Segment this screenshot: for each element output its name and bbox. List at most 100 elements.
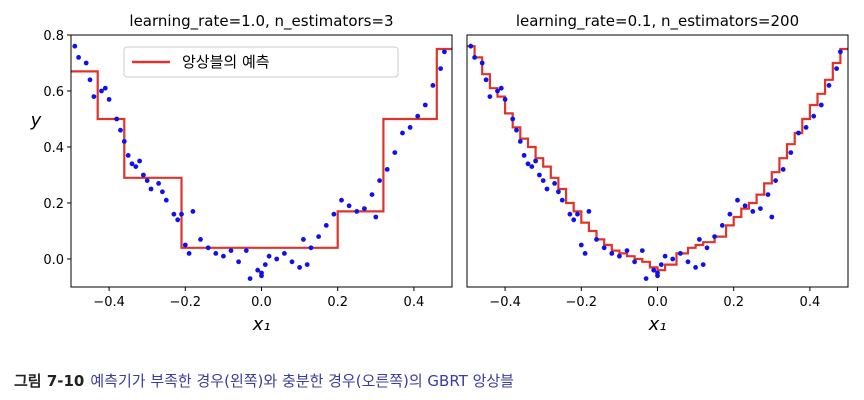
data-point: [339, 197, 344, 203]
data-point: [430, 83, 436, 88]
data-point: [586, 209, 592, 214]
data-point: [442, 49, 447, 55]
data-point: [758, 206, 763, 212]
data-point: [133, 164, 139, 170]
data-point: [655, 270, 660, 276]
data-point: [578, 242, 584, 248]
data-point: [594, 237, 599, 242]
legend-box: [123, 46, 399, 78]
data-point: [639, 248, 645, 254]
data-point: [796, 130, 801, 136]
data-point: [392, 150, 398, 156]
legend: 앙상블의 예측: [123, 46, 399, 78]
data-point: [556, 189, 561, 195]
data-point: [422, 102, 428, 108]
data-point: [769, 214, 775, 220]
data-point: [407, 125, 413, 130]
data-point: [163, 197, 169, 203]
data-point: [87, 77, 93, 83]
data-point: [514, 127, 519, 133]
data-point: [148, 186, 154, 192]
data-point: [259, 270, 264, 276]
data-point: [369, 192, 375, 198]
data-point: [697, 237, 702, 242]
data-point: [144, 178, 150, 184]
data-point: [316, 234, 321, 240]
x-tick-label: −0.2: [566, 295, 598, 310]
data-point: [834, 66, 839, 71]
x-tick-label: 0.0: [647, 295, 668, 310]
data-point: [472, 55, 477, 60]
x-axis-label: x₁: [648, 314, 667, 335]
data-point: [678, 251, 683, 256]
data-point: [266, 253, 272, 259]
data-point: [498, 85, 504, 91]
data-point: [400, 130, 405, 136]
prediction-line: [467, 45, 848, 272]
data-point: [190, 209, 196, 214]
y-tick-label: 0.2: [43, 197, 64, 212]
chart-title: learning_rate=1.0, n_estimators=3: [129, 12, 393, 31]
data-point: [289, 259, 295, 265]
data-point: [301, 237, 306, 242]
data-point: [773, 178, 778, 184]
x-tick-label: 0.2: [723, 295, 744, 310]
data-point: [304, 262, 310, 267]
y-tick-label: 0.0: [43, 253, 64, 268]
data-point: [788, 150, 794, 156]
data-point: [171, 211, 177, 217]
data-point: [727, 211, 733, 217]
data-point: [91, 94, 97, 99]
x-tick-label: −0.2: [170, 295, 202, 310]
chart-title: learning_rate=0.1, n_estimators=200: [516, 12, 799, 31]
y-tick-label: 0.4: [43, 141, 64, 156]
axes-frame: [466, 34, 849, 288]
x-tick-label: −0.4: [489, 295, 521, 310]
prediction-line: [71, 47, 452, 249]
legend-label: 앙상블의 예측: [182, 53, 270, 71]
data-point: [282, 251, 287, 256]
data-point: [735, 197, 740, 203]
x-tick-label: 0.2: [327, 295, 348, 310]
figure: learning_rate=1.0, n_estimators=3 −0.4 −0.…: [30, 12, 849, 335]
data-point: [415, 113, 421, 119]
left-chart-panel: learning_rate=1.0, n_estimators=3 −0.4 −0.…: [30, 12, 453, 335]
x-axis-label: x₁: [252, 314, 271, 335]
data-point: [765, 192, 771, 198]
data-point: [468, 43, 474, 49]
data-point: [658, 262, 664, 267]
data-point: [228, 248, 234, 254]
data-point: [213, 251, 219, 256]
data-point: [617, 253, 622, 259]
data-point: [818, 102, 824, 108]
data-point: [624, 248, 630, 254]
data-point: [114, 116, 120, 122]
data-point: [780, 167, 786, 172]
caption-number: 그림 7-10: [14, 372, 85, 390]
data-point: [297, 265, 302, 270]
x-tick-label: 0.4: [800, 295, 821, 310]
data-point: [552, 181, 557, 186]
data-point: [510, 116, 516, 122]
data-point: [479, 60, 485, 66]
data-point: [205, 245, 211, 251]
caption-text: 예측기가 부족한 경우(왼쪽)와 충분한 경우(오른쪽)의 GBRT 앙상블: [90, 372, 514, 390]
data-point: [571, 217, 577, 223]
data-point: [137, 158, 143, 164]
data-point: [262, 262, 268, 267]
data-point: [129, 161, 135, 167]
data-point: [323, 223, 329, 228]
data-point: [221, 253, 226, 259]
data-point: [308, 245, 314, 251]
data-point: [632, 259, 637, 265]
data-point: [331, 211, 337, 217]
data-point: [609, 251, 615, 256]
data-point: [156, 181, 162, 186]
data-point: [685, 259, 691, 265]
data-point: [559, 197, 565, 203]
data-point: [99, 88, 104, 94]
data-point: [255, 267, 261, 273]
data-point: [537, 172, 542, 178]
data-point: [803, 125, 809, 130]
data-point: [719, 223, 725, 228]
